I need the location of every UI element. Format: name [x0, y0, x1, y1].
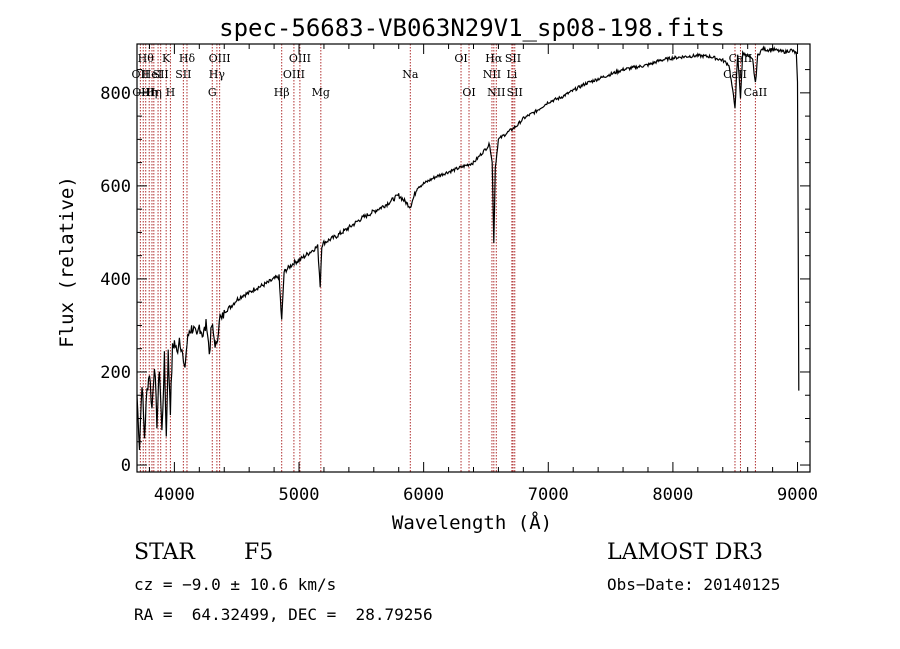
- x-tick-label: 7000: [528, 485, 569, 505]
- line-label: NII: [487, 86, 505, 99]
- line-label: SII: [153, 68, 169, 81]
- line-label: CaII: [723, 68, 747, 81]
- line-label: OIII: [289, 52, 311, 65]
- survey-name: LAMOST DR3: [607, 540, 763, 565]
- line-label: Li: [506, 68, 517, 81]
- line-label: G: [208, 86, 217, 99]
- object-subclass: F5: [244, 540, 274, 565]
- line-label: Hθ: [138, 52, 155, 65]
- axes: 4000 5000 6000 7000 8000 9000 0 200 400 600 800: [100, 43, 818, 505]
- object-class: STAR: [134, 540, 195, 565]
- y-tick-label: 0: [121, 456, 131, 476]
- plot-frame: [136, 43, 811, 473]
- line-label: Mg: [312, 86, 330, 99]
- flux-series-line: [136, 45, 800, 451]
- redshift-velocity: cz = −9.0 ± 10.6 km/s: [134, 575, 337, 594]
- x-axis-label: Wavelength (Å): [392, 511, 552, 534]
- coordinates: RA = 64.32499, DEC = 28.79256: [134, 605, 433, 624]
- line-label: H: [166, 86, 176, 99]
- line-label: OIII: [132, 86, 154, 99]
- line-label: OII: [132, 68, 150, 81]
- x-tick-label: 5000: [279, 485, 320, 505]
- line-label: Hδ: [179, 52, 196, 65]
- y-tick-label: 600: [100, 177, 131, 197]
- line-label: SII: [175, 68, 191, 81]
- x-tick-label: 6000: [403, 485, 444, 505]
- y-tick-label: 400: [100, 270, 131, 290]
- line-label: Na: [402, 68, 419, 81]
- x-tick-label: 8000: [652, 485, 693, 505]
- spectral-line-labels: OII OIII Hθ Hη HeI Hη SII K H SII Hδ G Hγ OIII Hβ OIII O…: [132, 52, 768, 99]
- line-label: OIII: [283, 68, 305, 81]
- line-label: Hη: [146, 86, 162, 99]
- y-tick-label: 200: [100, 363, 131, 383]
- y-axis-label: Flux (relative): [56, 176, 78, 348]
- line-label: K: [162, 52, 171, 65]
- line-label: Hγ: [209, 68, 226, 81]
- line-label: NII: [483, 68, 501, 81]
- line-label: CaII: [729, 52, 753, 65]
- line-label: SII: [507, 86, 523, 99]
- spectral-line-markers: [139, 44, 756, 472]
- line-label: SII: [505, 52, 521, 65]
- line-label: HeI: [142, 68, 162, 81]
- x-tick-label: 4000: [154, 485, 195, 505]
- line-label: Hα: [485, 52, 503, 65]
- line-label: OIII: [209, 52, 231, 65]
- line-label: OI: [462, 86, 475, 99]
- chart-title: spec-56683-VB063N29V1_sp08-198.fits: [219, 14, 725, 42]
- observation-date: Obs−Date: 20140125: [607, 575, 781, 594]
- line-label: OI: [454, 52, 467, 65]
- line-label: Hη: [141, 86, 157, 99]
- y-tick-label: 800: [100, 84, 131, 104]
- line-label: CaII: [744, 86, 768, 99]
- x-tick-label: 9000: [777, 485, 818, 505]
- line-label: Hβ: [274, 86, 290, 99]
